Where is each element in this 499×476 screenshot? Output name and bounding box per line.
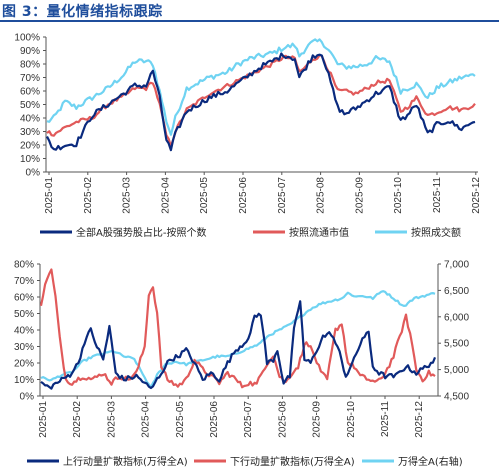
legend-label-1: 全部A股强势股占比-按照个数 <box>76 226 206 239</box>
x-tick-label: 2025-03 <box>122 177 133 214</box>
y-tick-label: 60% <box>20 87 40 98</box>
y-tick-label: 10% <box>20 154 40 165</box>
x-tick-label: 2025-01 <box>38 401 49 438</box>
x-tick-label: 2025-02 <box>72 401 83 438</box>
x-tick-label: 2025-01 <box>44 177 55 214</box>
x-tick-label: 2025-09 <box>354 177 365 214</box>
y-tick-label: 20% <box>20 141 40 152</box>
x-tick-label: 2025-09 <box>312 401 323 438</box>
left-tick-label: 60% <box>14 293 34 304</box>
momentum-legend-label-1: 上行动量扩散指标(万得全A) <box>63 455 188 468</box>
x-tick-label: 2025-08 <box>316 177 327 214</box>
legend-label-2: 按照流通市值 <box>289 226 349 239</box>
x-tick-label: 2025-04 <box>141 401 152 438</box>
legend-label-3: 按照成交额 <box>411 226 461 239</box>
page-title: 图 3：量化情绪指标跟踪 <box>2 4 163 20</box>
x-tick-label: 2025-04 <box>160 177 171 214</box>
momentum-legend-label-2: 下行动量扩散指标(万得全A) <box>230 455 355 468</box>
momentum-legend-label-3: 万得全A(右轴) <box>398 455 463 468</box>
momentum-series-line-3 <box>40 290 436 389</box>
right-tick-label: 5,500 <box>444 339 469 350</box>
y-tick-label: 90% <box>20 46 40 57</box>
right-tick-label: 6,000 <box>444 312 469 323</box>
y-tick-label: 30% <box>20 127 40 138</box>
left-tick-label: 80% <box>14 260 34 271</box>
x-tick-label: 2025-11 <box>432 177 443 213</box>
x-tick-label: 2025-07 <box>243 401 254 438</box>
left-tick-label: 70% <box>14 276 34 287</box>
x-tick-label: 2025-12 <box>471 177 482 214</box>
left-tick-label: 30% <box>14 342 34 353</box>
x-tick-label: 2025-10 <box>393 177 404 214</box>
x-tick-label: 2025-06 <box>209 401 220 438</box>
y-tick-label: 40% <box>20 114 40 125</box>
x-tick-label: 2025-12 <box>414 401 425 438</box>
x-tick-label: 2025-07 <box>277 177 288 214</box>
x-tick-label: 2025-10 <box>346 401 357 438</box>
left-tick-label: 50% <box>14 309 34 320</box>
y-tick-label: 50% <box>20 100 40 111</box>
y-tick-label: 80% <box>20 60 40 71</box>
x-tick-label: 2025-08 <box>277 401 288 438</box>
left-tick-label: 20% <box>14 359 34 370</box>
x-tick-label: 2025-05 <box>175 401 186 438</box>
momentum-series-line-2 <box>39 268 436 389</box>
right-tick-label: 5,000 <box>444 365 469 376</box>
right-tick-label: 4,500 <box>444 392 469 403</box>
y-tick-label: 0% <box>26 168 41 179</box>
chart-top-breadth: 0% 10% 20% 30% 40% 50% 60% 70% 80% 90% 100% 2025-01… <box>14 33 481 240</box>
momentum-series-line-1 <box>40 300 437 390</box>
y-tick-label: 70% <box>20 73 40 84</box>
chart-bottom-momentum: 0% 10% 20% 30% 40% 50% 60% 70% 80% 4,500 5,000 5,50… <box>14 260 469 469</box>
x-tick-label: 2025-03 <box>106 401 117 438</box>
right-tick-label: 6,500 <box>444 286 469 297</box>
series-line-3 <box>46 38 476 136</box>
right-tick-label: 7,000 <box>444 260 469 271</box>
left-tick-label: 0% <box>20 392 35 403</box>
x-tick-label: 2025-06 <box>238 177 249 214</box>
title-divider <box>0 20 499 22</box>
x-tick-label: 2025-11 <box>380 401 391 437</box>
left-tick-label: 10% <box>14 375 34 386</box>
series-line-1 <box>46 52 476 152</box>
y-tick-label: 100% <box>14 33 40 44</box>
left-tick-label: 40% <box>14 326 34 337</box>
x-tick-label: 2025-02 <box>83 177 94 214</box>
x-tick-label: 2025-05 <box>199 177 210 214</box>
